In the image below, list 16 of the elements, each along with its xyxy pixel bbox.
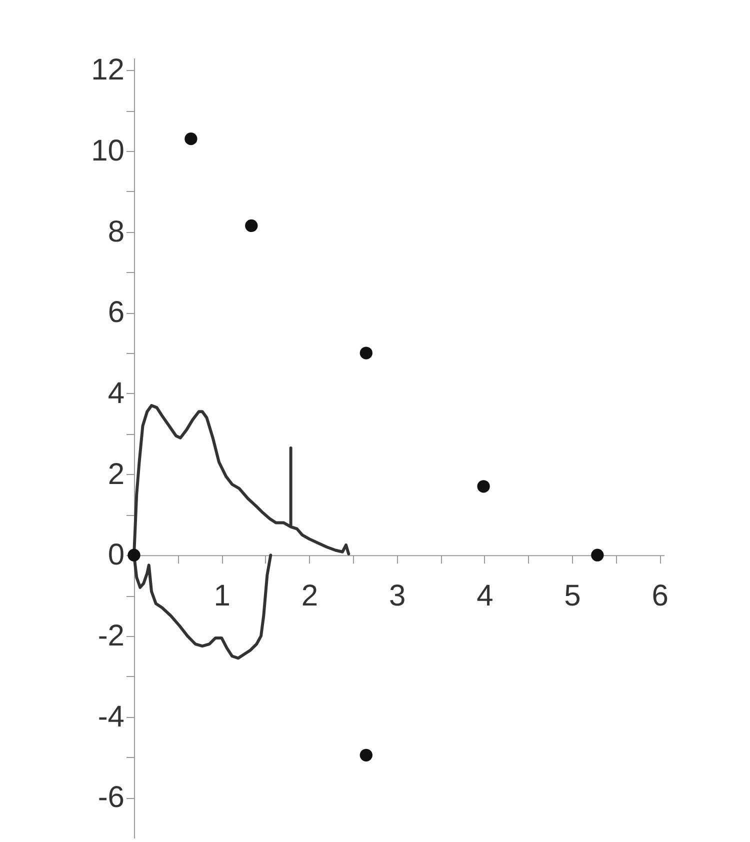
y-tick-label: -6 (98, 781, 124, 814)
y-tick-label: 0 (108, 538, 124, 572)
x-tick-label: 6 (652, 580, 668, 613)
x-tick-label: 3 (388, 580, 406, 613)
y-tick-label: -4 (98, 700, 124, 734)
y-tick-label: 12 (91, 54, 124, 87)
y-tick-label: 4 (108, 376, 124, 410)
y-tick-label: 2 (108, 458, 124, 491)
y-tick-label: 10 (91, 134, 124, 168)
x-tick-label: 1 (214, 580, 230, 613)
x-tick-label: 5 (564, 580, 581, 613)
y-tick-label: -2 (98, 619, 124, 652)
y-tick-label: 8 (108, 215, 124, 248)
x-tick-label: 4 (476, 580, 494, 613)
x-tick-label: 2 (301, 580, 318, 613)
y-tick-label: 6 (108, 296, 124, 330)
